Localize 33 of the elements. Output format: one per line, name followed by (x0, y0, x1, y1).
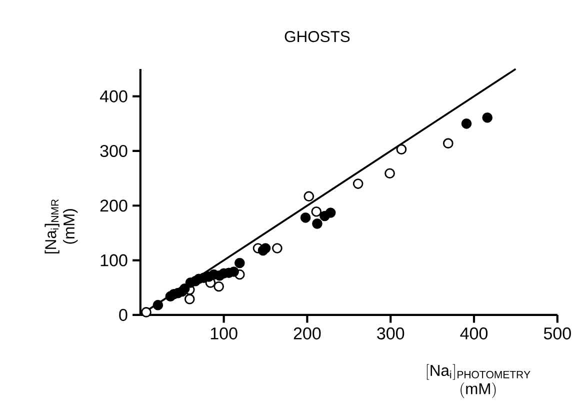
point (312, 218, 322, 229)
point (152, 300, 164, 310)
point (300, 212, 311, 223)
x-axis-title: $\begin{array}{c}\mathrm{[Na_{i}]_{PHOTOMETRY}}\\ \mathrm{(mM)}\end{array}$ (426, 364, 530, 398)
x-tick-label: 300 (377, 327, 404, 340)
point (228, 266, 239, 277)
point (141, 307, 152, 318)
point (352, 178, 364, 189)
point (384, 168, 395, 179)
x-tick-label: 500 (544, 327, 571, 340)
point (396, 144, 407, 155)
point (260, 243, 271, 254)
point (304, 191, 314, 202)
point (179, 284, 190, 294)
point (272, 243, 282, 254)
point (442, 138, 454, 148)
x-tick-label: 100 (210, 327, 238, 340)
point (311, 206, 322, 217)
chart-title: GHOSTS (284, 31, 350, 42)
point (214, 281, 224, 292)
point (234, 258, 245, 268)
point (482, 112, 493, 123)
point (184, 294, 195, 304)
y-tick-label: 0 (119, 308, 128, 321)
y-tick-label: 100 (100, 254, 128, 266)
y-tick-label: 300 (100, 144, 128, 157)
y-tick-label: 400 (100, 90, 128, 102)
x-tick-label: 400 (460, 327, 488, 340)
y-axis-title: [Na$_{i}$]$_{NMR}$ (mM) (44, 199, 78, 254)
x-tick-label: 200 (294, 327, 321, 340)
point (325, 208, 336, 218)
y-tick-label: 200 (100, 200, 128, 212)
point (461, 118, 472, 129)
